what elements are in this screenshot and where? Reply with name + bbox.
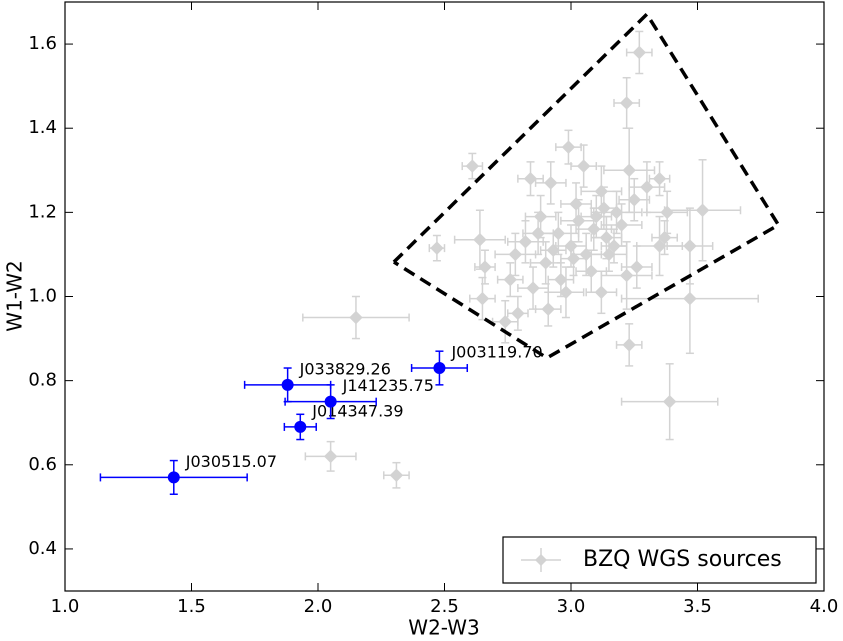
point xyxy=(531,226,545,241)
point xyxy=(594,285,609,300)
point xyxy=(551,226,566,241)
point xyxy=(640,180,654,194)
point xyxy=(478,260,492,274)
x-tick-label: 1.0 xyxy=(51,596,80,617)
point-label: J033829.26 xyxy=(299,359,391,378)
point xyxy=(597,201,611,215)
point xyxy=(554,272,568,287)
point xyxy=(389,468,404,483)
point xyxy=(281,378,294,391)
point xyxy=(630,260,644,274)
point xyxy=(657,230,672,245)
point xyxy=(430,241,444,255)
legend-swatch xyxy=(535,554,547,566)
plot-frame xyxy=(64,1,825,592)
point xyxy=(589,209,604,224)
point xyxy=(660,205,674,220)
point xyxy=(607,239,621,253)
y-tick-label: 0.4 xyxy=(28,538,57,559)
x-tick-label: 3.0 xyxy=(557,596,586,617)
point xyxy=(683,291,697,306)
point xyxy=(473,232,487,247)
point xyxy=(569,197,583,211)
y-axis-label: W1-W2 xyxy=(3,260,27,331)
point xyxy=(511,306,525,321)
point xyxy=(523,171,538,186)
point xyxy=(632,45,647,60)
point xyxy=(349,310,363,325)
point xyxy=(614,218,629,232)
point xyxy=(546,243,560,257)
point-label: J141235.75 xyxy=(342,376,434,395)
point xyxy=(324,395,337,408)
point xyxy=(609,205,624,220)
legend-label: BZQ WGS sources xyxy=(583,547,782,572)
point xyxy=(167,471,180,484)
point xyxy=(566,251,581,266)
point xyxy=(561,140,576,154)
y-tick-label: 1.2 xyxy=(28,201,57,222)
point xyxy=(508,247,523,262)
point-label: J014347.39 xyxy=(311,401,403,420)
point xyxy=(622,338,636,352)
x-tick-label: 2.0 xyxy=(304,596,333,617)
x-tick-label: 1.5 xyxy=(177,596,206,617)
x-tick-label: 3.5 xyxy=(683,596,712,617)
x-axis-label: W2-W3 xyxy=(408,616,479,640)
point xyxy=(544,176,558,190)
x-tick-label: 4.0 xyxy=(810,596,839,617)
point xyxy=(541,302,555,316)
point xyxy=(503,272,517,287)
point xyxy=(559,285,573,300)
point xyxy=(433,362,446,375)
point xyxy=(526,281,540,295)
x-tick-label: 2.5 xyxy=(430,596,459,617)
point-label: J003119.70 xyxy=(450,343,542,362)
y-tick-label: 0.8 xyxy=(28,370,57,391)
point xyxy=(498,315,512,329)
y-tick-label: 1.4 xyxy=(28,117,57,138)
point xyxy=(602,247,616,262)
point xyxy=(652,239,667,253)
point xyxy=(465,159,480,173)
point xyxy=(294,420,307,433)
point xyxy=(323,449,338,464)
y-tick-label: 0.6 xyxy=(28,454,57,475)
point xyxy=(622,163,636,177)
point xyxy=(584,264,598,278)
point xyxy=(652,171,667,186)
point xyxy=(538,256,553,270)
selection-region xyxy=(392,11,781,360)
y-tick-label: 1.0 xyxy=(28,286,57,307)
point xyxy=(662,394,677,409)
y-tick-label: 1.6 xyxy=(28,33,57,54)
point xyxy=(475,291,490,306)
point-label: J030515.07 xyxy=(185,452,277,471)
point xyxy=(619,96,634,110)
point xyxy=(619,268,634,283)
point xyxy=(518,235,533,249)
point xyxy=(576,159,591,173)
point xyxy=(627,193,641,207)
point xyxy=(695,203,710,217)
